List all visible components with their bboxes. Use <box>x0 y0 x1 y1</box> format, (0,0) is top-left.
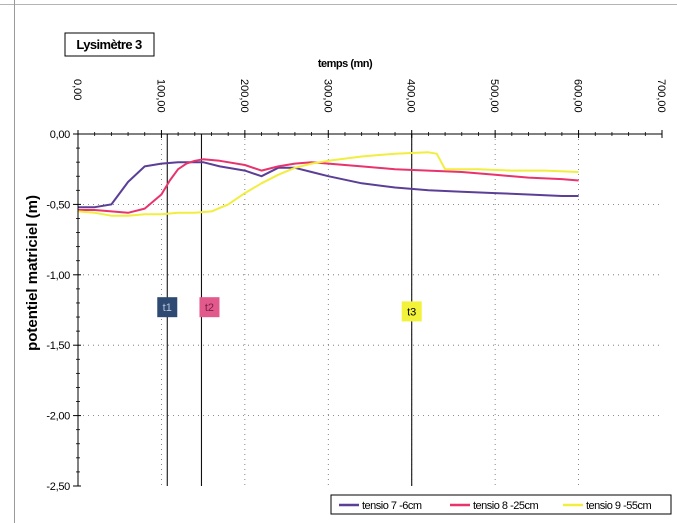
x-tick-label: 500,00 <box>488 79 500 113</box>
legend: tensio 7 -6cm tensio 8 -25cm tensio 9 -55c… <box>330 494 672 515</box>
marker-tag-t2 <box>199 297 220 318</box>
legend-label-3: tensio 9 -55cm <box>586 500 651 512</box>
time-markers: t1 t2 t3 <box>157 134 422 486</box>
marker-tag-t1 <box>157 297 178 318</box>
x-tick-label: 0,00 <box>71 79 83 100</box>
legend-label-1: tensio 7 -6cm <box>362 500 422 512</box>
y-tick-label: -1,00 <box>46 270 70 282</box>
series-line-1 <box>78 161 579 209</box>
x-tick-label: 300,00 <box>321 79 333 113</box>
x-tick-label: 100,00 <box>154 79 166 113</box>
x-tick-label: 700,00 <box>655 79 667 113</box>
y-tick-label: -2,00 <box>46 411 70 423</box>
series-line-3 <box>77 151 579 217</box>
x-axis-label: temps (mn) <box>318 58 373 70</box>
x-tick-label: 600,00 <box>572 79 584 113</box>
marker-label-t2: t2 <box>205 302 214 314</box>
y-axis-label: potentiel matriciel (m) <box>24 195 41 351</box>
y-tick-label: -0,50 <box>46 199 70 211</box>
x-tick-label: 400,00 <box>405 79 417 113</box>
scan-edge-left <box>14 0 15 523</box>
title-box <box>64 32 155 57</box>
series-line-2 <box>78 158 579 214</box>
scan-edge-top <box>0 4 677 5</box>
tick-labels: 0,00 100,00 200,00 300,00 400,00 500,00 600,00… <box>46 79 667 493</box>
marker-label-t1: t1 <box>163 302 172 314</box>
y-tick-label: 0,00 <box>50 129 70 141</box>
y-tick-label: -1,50 <box>46 340 70 352</box>
marker-tag-t3 <box>401 301 422 322</box>
x-tick-label: 200,00 <box>238 79 250 113</box>
chart-title: Lysimètre 3 <box>76 37 142 52</box>
legend-box <box>330 494 672 515</box>
legend-label-2: tensio 8 -25cm <box>473 500 538 512</box>
y-tick-label: -2,50 <box>46 481 70 493</box>
axes <box>73 130 663 487</box>
data-series <box>77 151 579 217</box>
marker-label-t3: t3 <box>407 306 416 318</box>
